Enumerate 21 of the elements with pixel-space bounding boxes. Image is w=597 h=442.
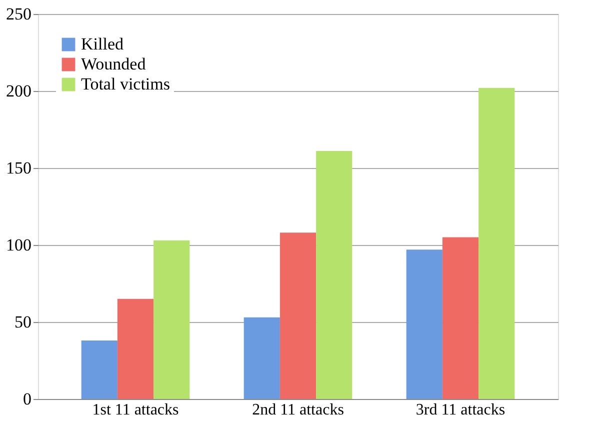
x-tick-label: 1st 11 attacks — [92, 402, 179, 418]
bar — [478, 88, 515, 399]
y-tick-label: 0 — [23, 390, 32, 408]
bar — [244, 317, 280, 399]
y-tick-label: 100 — [6, 236, 32, 254]
bar — [154, 240, 190, 399]
y-tick-label: 50 — [14, 312, 32, 332]
y-tick-label: 200 — [6, 82, 32, 100]
bar — [280, 232, 316, 399]
x-tick-label: 2nd 11 attacks — [252, 402, 344, 418]
legend-label: Wounded — [81, 54, 146, 74]
legend-label: Killed — [81, 34, 124, 54]
bar — [316, 151, 352, 399]
x-tick-label: 3rd 11 attacks — [416, 402, 506, 418]
bar — [442, 237, 479, 399]
legend-label: Total victims — [81, 74, 170, 94]
bar — [406, 250, 442, 399]
bar — [81, 340, 118, 399]
bar — [117, 298, 154, 399]
y-tick-label: 250 — [6, 4, 32, 24]
y-tick-label: 150 — [6, 158, 32, 178]
